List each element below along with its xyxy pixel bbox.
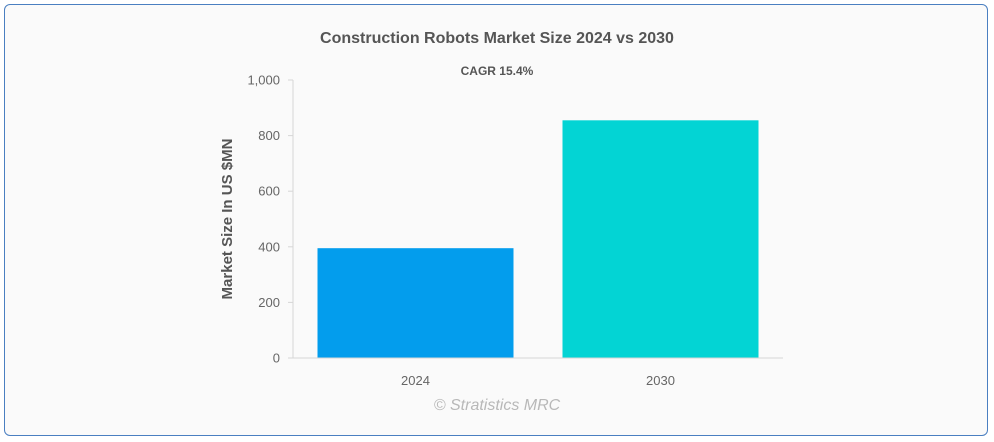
x-tick-label: 2030 (646, 373, 675, 388)
chart-title: Construction Robots Market Size 2024 vs … (320, 30, 674, 47)
y-tick-label: 400 (258, 239, 280, 254)
x-axis: 2024 2030 (293, 357, 783, 388)
y-tick-label: 600 (258, 184, 280, 199)
bar-2024[interactable] (317, 248, 514, 358)
y-tick-label: 200 (258, 295, 280, 310)
y-tick-label: 1,000 (247, 73, 280, 88)
bars (317, 120, 759, 358)
watermark: © Stratistics MRC (433, 397, 561, 414)
chart-subtitle: CAGR 15.4% (460, 64, 534, 78)
chart-frame (4, 4, 988, 436)
x-tick-label: 2024 (401, 373, 430, 388)
y-axis: 0 200 400 600 800 1,000 (247, 73, 294, 366)
y-tick-label: 800 (258, 128, 280, 143)
y-axis-title: Market Size In US $MN (219, 139, 236, 300)
bar-2030[interactable] (562, 120, 759, 358)
y-tick-label: 0 (273, 351, 280, 366)
